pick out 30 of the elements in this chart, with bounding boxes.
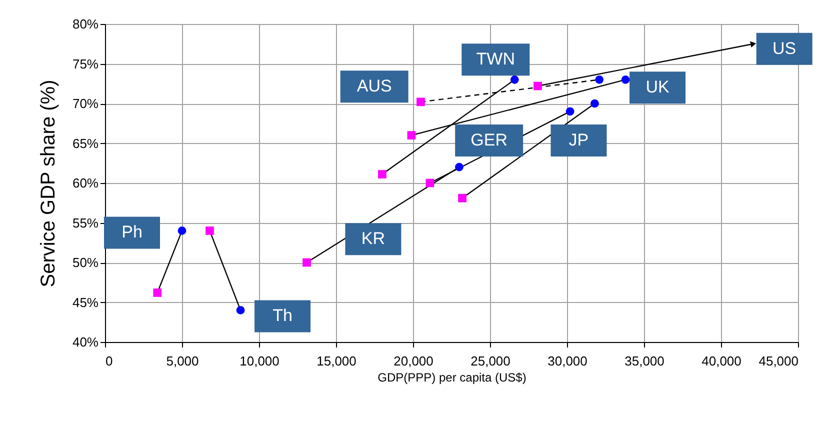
- x-tick-label: 20,000: [394, 354, 434, 368]
- y-tick-label: 65%: [72, 136, 99, 151]
- x-tick-label: 35,000: [624, 354, 664, 368]
- x-tick-label: 30,000: [548, 354, 588, 368]
- y-tick-label: 75%: [72, 56, 99, 72]
- y-tick-label: 45%: [72, 294, 99, 310]
- x-tick-label: 25,000: [470, 354, 510, 368]
- x-tick-label: 0: [106, 354, 113, 368]
- series-label: UK: [646, 78, 670, 97]
- series-label: US: [772, 38, 796, 58]
- x-tick-label: 40,000: [702, 354, 742, 368]
- series-label: Ph: [122, 222, 142, 242]
- y-tick-label: 40%: [72, 334, 99, 350]
- x-tick-label: 5,000: [166, 354, 199, 368]
- series-label: TWN: [476, 50, 515, 69]
- x-axis-title: GDP(PPP) per capita (US$): [378, 370, 526, 384]
- y-tick-label: 60%: [72, 176, 99, 190]
- series-label: JP: [568, 130, 589, 150]
- series-label: AUS: [356, 76, 392, 96]
- series-label: KR: [361, 229, 386, 248]
- x-tick-label: 45,000: [758, 354, 798, 368]
- y-tick-label: 55%: [72, 215, 99, 230]
- y-axis-title: Service GDP share (%): [37, 80, 60, 288]
- series-label: Th: [272, 306, 292, 326]
- x-tick-label: 10,000: [240, 354, 280, 368]
- x-tick-label: 15,000: [316, 354, 356, 368]
- y-tick-label: 70%: [72, 96, 99, 111]
- y-tick-label: 50%: [72, 255, 99, 270]
- y-tick-label: 80%: [72, 16, 99, 32]
- series-label: GER: [470, 130, 508, 150]
